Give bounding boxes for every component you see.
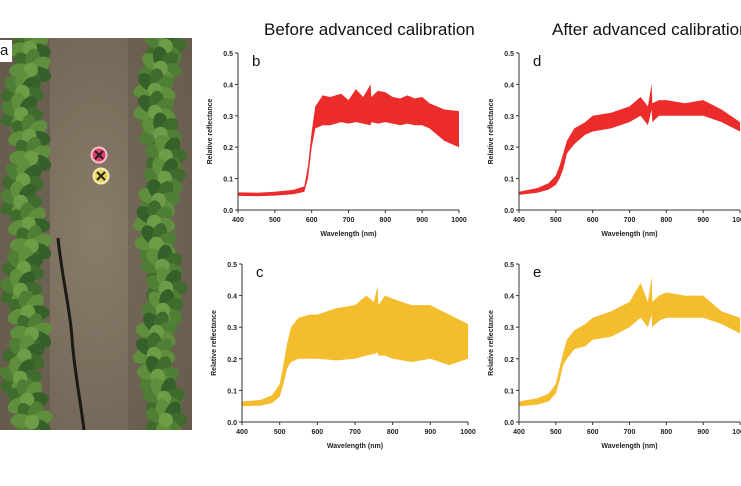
y-tick-label: 0.0: [223, 208, 233, 215]
y-tick-label: 0.5: [227, 262, 237, 269]
x-tick-label: 900: [416, 217, 428, 224]
x-tick-label: 800: [660, 217, 672, 224]
y-tick-label: 0.3: [504, 114, 514, 121]
left-plant-row: [0, 38, 53, 430]
reflectance-band: [519, 276, 740, 407]
x-axis-label: Wavelength (nm): [601, 231, 657, 238]
plant: [10, 401, 53, 430]
y-tick-label: 0.0: [227, 420, 237, 427]
y-tick-label: 0.1: [223, 177, 233, 184]
y-tick-label: 0.1: [504, 388, 514, 395]
x-tick-label: 600: [306, 217, 318, 224]
panel-label: d: [533, 53, 541, 70]
y-tick-label: 0.3: [227, 325, 237, 332]
y-tick-label: 0.2: [504, 357, 514, 364]
panel-label: e: [533, 264, 541, 281]
y-axis-label: Relative reflectance: [207, 99, 214, 165]
y-tick-label: 0.3: [223, 114, 233, 121]
panel-label-a: a: [0, 40, 12, 62]
chart-c-before-yellow: c 0.0 0.1 0.2 0.3 0.4 0.5 400 500 600 700 800 900 100…: [211, 262, 476, 450]
y-tick-label: 0.4: [227, 294, 237, 301]
x-tick-label: 400: [513, 429, 525, 436]
x-tick-label: 600: [587, 429, 599, 436]
x-tick-label: 900: [697, 429, 709, 436]
y-tick-label: 0.4: [504, 82, 514, 89]
y-tick-label: 0.5: [223, 51, 233, 58]
reflectance-band: [242, 286, 468, 407]
panel-label: c: [256, 264, 264, 281]
x-tick-label: 800: [387, 429, 399, 436]
x-tick-label: 1000: [451, 217, 467, 224]
y-tick-label: 0.1: [504, 177, 514, 184]
header-before-calibration: Before advanced calibration: [264, 20, 475, 39]
x-tick-label: 500: [550, 429, 562, 436]
x-tick-label: 900: [697, 217, 709, 224]
x-tick-label: 1000: [732, 429, 741, 436]
y-tick-label: 0.0: [504, 420, 514, 427]
x-tick-label: 700: [624, 429, 636, 436]
x-tick-label: 1000: [460, 429, 476, 436]
y-tick-label: 0.2: [223, 145, 233, 152]
x-tick-label: 700: [343, 217, 355, 224]
x-tick-label: 800: [660, 429, 672, 436]
x-tick-label: 600: [587, 217, 599, 224]
y-tick-label: 0.5: [504, 51, 514, 58]
y-tick-label: 0.2: [504, 145, 514, 152]
x-axis-label: Wavelength (nm): [601, 443, 657, 450]
x-tick-label: 800: [379, 217, 391, 224]
x-tick-label: 1000: [732, 217, 741, 224]
panel-label: b: [252, 53, 260, 70]
chart-d-after-red: d 0.0 0.1 0.2 0.3 0.4 0.5 400 500 600 700 800 900 100…: [488, 51, 741, 238]
x-tick-label: 400: [236, 429, 248, 436]
x-tick-label: 400: [232, 217, 244, 224]
y-axis-label: Relative reflectance: [488, 310, 495, 376]
y-tick-label: 0.4: [504, 294, 514, 301]
y-tick-label: 0.1: [227, 388, 237, 395]
x-tick-label: 500: [550, 217, 562, 224]
chart-b-before-red: b 0.0 0.1 0.2 0.3 0.4 0.5 400 500 600 700 800 900 100…: [207, 51, 467, 238]
x-axis-label: Wavelength (nm): [320, 231, 376, 238]
header-after-calibration: After advanced calibration: [552, 20, 741, 39]
chart-e-after-yellow: e 0.0 0.1 0.2 0.3 0.4 0.5 400 500 600 700 800 900 100…: [488, 262, 741, 450]
x-tick-label: 900: [424, 429, 436, 436]
y-tick-label: 0.5: [504, 262, 514, 269]
y-tick-label: 0.0: [504, 208, 514, 215]
y-tick-label: 0.4: [223, 82, 233, 89]
x-tick-label: 700: [349, 429, 361, 436]
plant: [145, 398, 188, 430]
aerial-crop-photo: [0, 38, 192, 430]
x-tick-label: 500: [269, 217, 281, 224]
y-axis-label: Relative reflectance: [211, 310, 218, 376]
x-tick-label: 700: [624, 217, 636, 224]
reflectance-band: [238, 84, 459, 197]
right-plant-row: [132, 38, 188, 430]
reflectance-band: [519, 84, 740, 195]
x-tick-label: 600: [311, 429, 323, 436]
y-axis-label: Relative reflectance: [488, 99, 495, 165]
aerial-photo-graphic: [0, 38, 192, 430]
x-tick-label: 400: [513, 217, 525, 224]
y-tick-label: 0.2: [227, 357, 237, 364]
x-axis-label: Wavelength (nm): [327, 443, 383, 450]
x-tick-label: 500: [274, 429, 286, 436]
y-tick-label: 0.3: [504, 325, 514, 332]
